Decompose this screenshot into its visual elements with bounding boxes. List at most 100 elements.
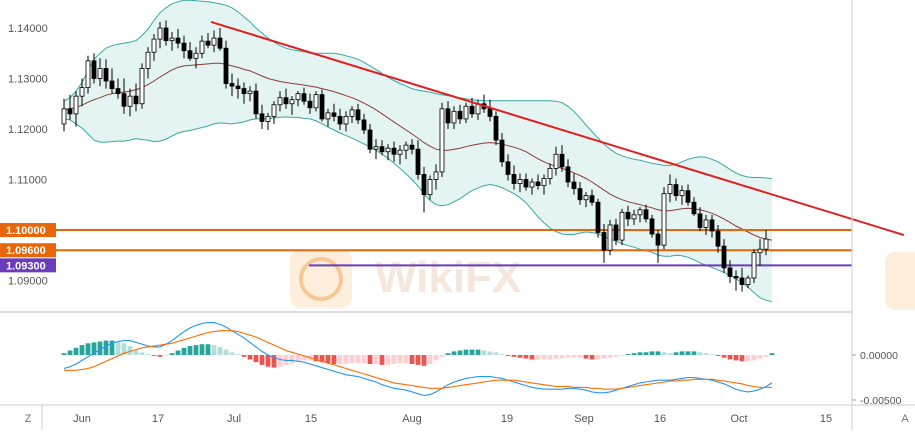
macd-hist-bar (637, 352, 643, 355)
macd-hist-bar (337, 355, 343, 364)
candle-body (121, 93, 127, 107)
price-tag-bg (0, 223, 56, 237)
macd-hist-bar (547, 355, 553, 360)
macd-hist-bar (193, 345, 199, 355)
macd-hist-bar (235, 354, 241, 355)
macd-panel (0, 311, 852, 397)
watermark-text: WikiFX (375, 253, 521, 302)
candle-body (175, 37, 181, 44)
x-tick-label: Aug (402, 413, 422, 425)
macd-hist-bar (589, 355, 595, 360)
y-tick-label: 1.12000 (8, 124, 48, 136)
macd-hist-bar (517, 355, 523, 358)
macd-hist-bar (367, 355, 373, 364)
candle-body (283, 97, 289, 105)
watermark: WikiFX (290, 250, 915, 310)
macd-hist-bar (625, 354, 631, 355)
macd-hist-bar (109, 340, 115, 355)
candle-body (337, 115, 343, 125)
macd-hist-bar (745, 355, 751, 362)
macd-hist-bar (457, 350, 463, 355)
x-tick-label: 17 (152, 413, 164, 425)
y-tick-label: 1.14000 (8, 23, 48, 35)
macd-y-tick-label: -0.00500 (860, 395, 902, 407)
macd-hist-bar (91, 342, 97, 355)
candle-body (391, 147, 397, 155)
candle-body (511, 174, 517, 184)
candle-body (229, 83, 235, 87)
candle-body (721, 245, 727, 269)
macd-hist-bar (715, 355, 721, 356)
candle-body (193, 52, 199, 59)
candle-body (325, 112, 331, 120)
candle-body (445, 108, 451, 124)
candle-body (463, 105, 469, 120)
watermark-logo-right (885, 252, 915, 310)
price-tag-bg (0, 243, 56, 258)
candle-body (187, 50, 193, 59)
candles (61, 20, 769, 292)
candle-body (655, 233, 661, 246)
macd-hist-bar (397, 355, 403, 364)
macd-hist-bar (673, 352, 679, 355)
candle-body (397, 149, 403, 155)
candle-body (691, 201, 697, 215)
candle-body (259, 113, 265, 122)
macd-hist-bar (355, 355, 361, 364)
macd-hist-bar (73, 347, 79, 355)
candle-body (355, 109, 361, 121)
macd-hist-bar (325, 355, 331, 364)
candle-body (439, 108, 445, 173)
basis-line (63, 62, 773, 241)
candle-body (235, 85, 241, 89)
candle-body (379, 146, 385, 153)
candle-body (625, 211, 631, 220)
candle-body (589, 195, 595, 203)
macd-hist-bar (373, 355, 379, 364)
candle-body (685, 190, 691, 203)
macd-hist-bar (661, 352, 667, 355)
macd-hist-bar (289, 355, 295, 364)
macd-hist-bar (403, 355, 409, 364)
y-tick-label: 1.13000 (8, 74, 48, 86)
macd-hist-bar (511, 355, 517, 357)
macd-hist-bar (643, 352, 649, 355)
macd-hist-bar (427, 355, 433, 364)
candle-body (127, 95, 133, 107)
candle-body (727, 267, 733, 277)
candle-body (577, 188, 583, 201)
macd-hist-bar (769, 353, 775, 355)
corner-label-left: Z (25, 413, 32, 425)
macd-hist-bar (619, 355, 625, 356)
candle-body (571, 181, 577, 189)
candle-body (667, 184, 673, 195)
candle-body (679, 190, 685, 197)
candle-body (271, 104, 277, 117)
candle-body (505, 161, 511, 175)
x-tick-label: 15 (820, 413, 832, 425)
candle-body (427, 179, 433, 196)
macd-hist-bar (757, 355, 763, 359)
macd-hist-bar (559, 355, 565, 359)
candle-body (265, 115, 271, 122)
macd-hist-bar (265, 355, 271, 367)
x-tick-label: 16 (654, 413, 666, 425)
macd-hist-bar (463, 349, 469, 355)
x-tick-label: 15 (305, 413, 317, 425)
macd-hist-bar (277, 355, 283, 367)
candle-body (73, 95, 79, 115)
candle-body (523, 179, 529, 188)
candle-body (85, 60, 91, 88)
candle-body (553, 153, 559, 169)
candle-body (133, 95, 139, 105)
price-labels: 1.10000 1.09600 1.09300 (0, 223, 56, 273)
macd-hist-bar (223, 349, 229, 355)
macd-hist-bar (79, 345, 85, 355)
macd-hist-bar (151, 355, 157, 356)
candle-body (709, 219, 715, 232)
candle-body (637, 209, 643, 216)
candle-body (91, 60, 97, 79)
macd-hist-bar (379, 355, 385, 365)
candle-body (703, 219, 709, 228)
